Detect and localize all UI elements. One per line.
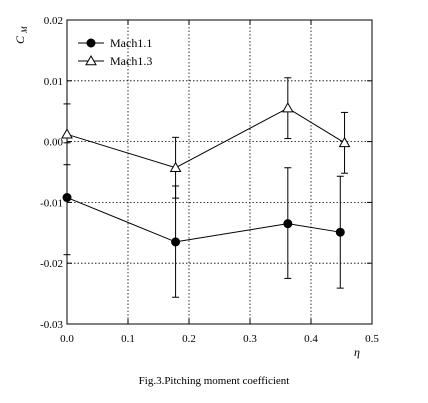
x-tick-label: 0.1 bbox=[121, 333, 135, 345]
y-axis-label-sub: M bbox=[20, 25, 29, 34]
x-axis-label: η bbox=[354, 345, 360, 359]
legend: Mach1.1 Mach1.3 bbox=[78, 36, 152, 68]
pitching-moment-chart: 0.0 0.1 0.2 0.3 0.4 0.5 -0.03 -0.02 -0.01 0.00 0.… bbox=[13, 15, 379, 359]
data-point bbox=[171, 237, 181, 247]
data-point bbox=[338, 136, 351, 148]
data-point bbox=[61, 128, 73, 139]
x-tick-label: 0.0 bbox=[60, 333, 74, 345]
legend-label: Mach1.3 bbox=[110, 54, 152, 68]
x-tick-label: 0.3 bbox=[243, 333, 257, 345]
figure-caption: Fig.3.Pitching moment coefficient bbox=[138, 375, 290, 387]
legend-marker bbox=[85, 54, 97, 66]
y-tick-label: 0.02 bbox=[44, 15, 63, 27]
grid-lines bbox=[67, 20, 372, 324]
x-tick-label: 0.5 bbox=[365, 333, 379, 345]
series-mach1-1 bbox=[62, 142, 345, 298]
data-point bbox=[283, 219, 293, 229]
y-tick-labels: -0.03 -0.02 -0.01 0.00 0.01 0.02 bbox=[40, 15, 63, 331]
series-mach1-3 bbox=[61, 77, 351, 199]
y-tick-label: -0.03 bbox=[40, 319, 63, 331]
y-tick-label: 0.01 bbox=[44, 76, 63, 88]
y-tick-label: -0.02 bbox=[40, 258, 63, 270]
x-tick-label: 0.4 bbox=[304, 333, 318, 345]
series-line bbox=[66, 107, 345, 169]
y-tick-label: 0.00 bbox=[44, 137, 64, 149]
data-series bbox=[61, 77, 351, 298]
series-line bbox=[66, 197, 341, 243]
data-point bbox=[335, 227, 345, 237]
legend-marker bbox=[86, 38, 96, 48]
x-tick-labels: 0.0 0.1 0.2 0.3 0.4 0.5 bbox=[60, 333, 379, 345]
data-point bbox=[62, 193, 72, 203]
axes bbox=[66, 19, 373, 325]
x-tick-label: 0.2 bbox=[182, 333, 196, 345]
y-axis-label: C M bbox=[13, 25, 29, 44]
y-tick-label: -0.01 bbox=[40, 197, 63, 209]
data-point bbox=[281, 102, 294, 113]
y-axis-label-main: C bbox=[13, 35, 27, 44]
legend-label: Mach1.1 bbox=[110, 36, 152, 50]
data-point bbox=[169, 161, 182, 172]
